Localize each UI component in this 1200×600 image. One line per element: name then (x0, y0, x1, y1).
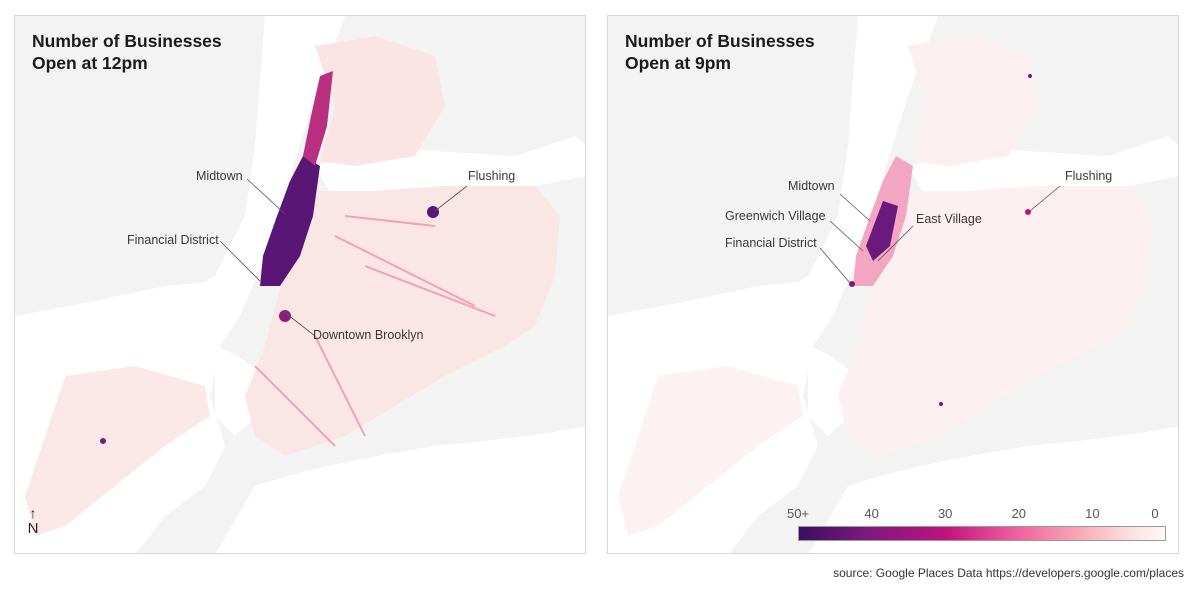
label-financial-district: Financial District (725, 236, 817, 250)
legend-tick: 10 (1085, 506, 1100, 521)
legend-tick: 20 (1011, 506, 1027, 521)
map-title-12pm: Number of Businesses Open at 12pm (32, 31, 222, 73)
map-12pm (15, 16, 585, 553)
legend-tick: 50+ (786, 506, 810, 521)
label-greenwich-village: Greenwich Village (725, 209, 826, 223)
label-flushing: Flushing (468, 169, 516, 183)
source-credit: source: Google Places Data https://devel… (833, 566, 1184, 580)
legend-tick: 40 (864, 506, 879, 521)
legend-gradient-bar (798, 526, 1166, 541)
north-indicator: ↑ N (24, 506, 42, 538)
label-downtown-brooklyn: Downtown Brooklyn (313, 328, 424, 342)
map-title-9pm: Number of Businesses Open at 9pm (625, 31, 815, 73)
label-midtown: Midtown (196, 169, 243, 183)
map-panel-12pm: Number of Businesses Open at 12pm Midtow… (14, 15, 586, 554)
north-arrow-icon: ↑ (29, 505, 37, 521)
label-midtown: Midtown (788, 179, 835, 193)
legend-tick: 0 (1151, 506, 1159, 521)
label-financial-district: Financial District (127, 233, 219, 247)
label-east-village: East Village (916, 212, 982, 226)
map-panel-9pm: Number of Businesses Open at 9pm Midtown… (607, 15, 1179, 554)
north-letter: N (27, 520, 39, 537)
label-flushing: Flushing (1065, 169, 1113, 183)
legend-tick: 30 (937, 506, 953, 521)
color-legend: 50+ 40 30 20 10 0 (787, 506, 1166, 542)
map-9pm (608, 16, 1178, 553)
